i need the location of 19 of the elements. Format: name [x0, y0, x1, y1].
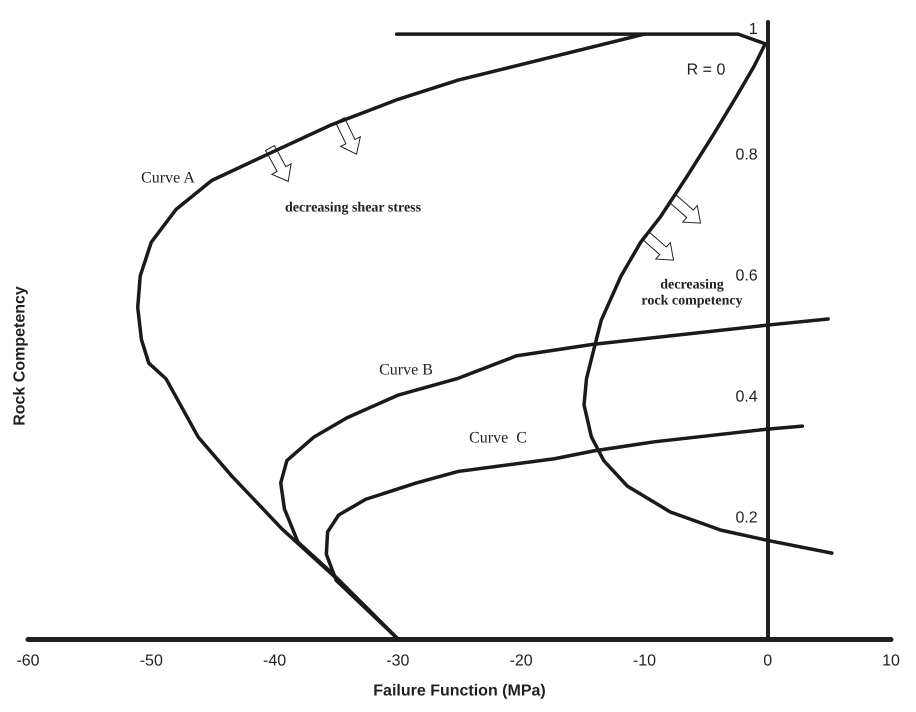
x-tick-label: -50: [140, 652, 163, 670]
annotation: R = 0: [686, 62, 726, 78]
x-tick-label: -40: [263, 652, 286, 670]
x-tick-label: -60: [16, 652, 40, 670]
y-tick-label: 0.4: [735, 388, 758, 406]
x-tick-label: 10: [882, 652, 900, 670]
annotation: Curve A: [141, 170, 196, 186]
y-tick-label: 1: [748, 21, 758, 38]
y-tick-label: 0.8: [735, 146, 758, 164]
y-tick-label: 0.2: [735, 510, 758, 527]
y-axis-title: Rock Competency: [12, 286, 28, 426]
x-tick-label: -20: [510, 652, 533, 670]
x-tick-label: -10: [632, 652, 656, 670]
x-axis-title: Failure Function (MPa): [373, 682, 546, 700]
x-tick-label: -30: [386, 652, 410, 670]
x-tick-label: 0: [763, 652, 772, 670]
annotation: Curve B: [379, 362, 433, 378]
annotation: Curve C: [469, 430, 527, 446]
annotation: decreasing shear stress: [284, 200, 422, 216]
